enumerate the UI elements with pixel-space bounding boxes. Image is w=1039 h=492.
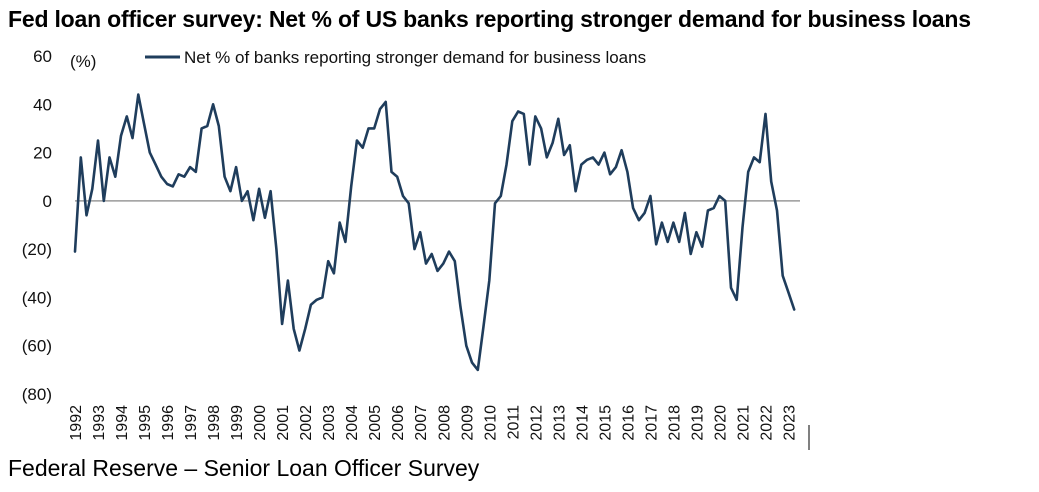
x-tick-label: 2001: [275, 405, 292, 441]
x-tick-label: 2000: [252, 405, 269, 441]
x-tick-label: 1993: [91, 405, 108, 441]
x-tick-label: 2021: [735, 405, 752, 441]
x-tick-label: 2023: [781, 405, 798, 441]
y-tick-label: 20: [33, 144, 52, 163]
chart-title: Fed loan officer survey: Net % of US ban…: [8, 6, 971, 32]
x-tick-label: 2011: [505, 405, 522, 440]
y-tick-label: 60: [33, 47, 52, 66]
y-tick-label: (40): [22, 288, 52, 307]
x-tick-label: 1999: [229, 405, 246, 441]
y-axis-ticks: 60 40 20 0 (20) (40) (60) (80): [22, 47, 52, 404]
series-layer: [73, 93, 796, 372]
legend: Net % of banks reporting stronger demand…: [145, 48, 646, 67]
x-tick-label: 2002: [298, 405, 315, 441]
y-tick-label: (20): [22, 240, 52, 259]
x-tick-label: 2018: [666, 405, 683, 441]
x-tick-label: 1995: [137, 405, 154, 441]
x-tick-label: 1994: [114, 405, 131, 441]
x-axis-ticks: 1992 1993 1994 1995 1996 1997 1998 1999 2000 2001…: [68, 405, 798, 441]
x-tick-label: 2009: [459, 405, 476, 441]
source-note: Federal Reserve – Senior Loan Officer Su…: [8, 455, 480, 481]
x-tick-label: 1992: [68, 405, 85, 441]
x-tick-label: 2005: [367, 405, 384, 441]
y-tick-label: (60): [22, 337, 52, 356]
x-tick-label: 2003: [321, 405, 338, 441]
x-tick-label: 2010: [482, 405, 499, 441]
x-tick-label: 1996: [160, 405, 177, 441]
x-tick-label: 2014: [574, 405, 591, 441]
x-tick-label: 2006: [390, 405, 407, 441]
legend-label: Net % of banks reporting stronger demand…: [184, 48, 646, 67]
x-tick-label: 2004: [344, 405, 361, 441]
x-tick-label: 2017: [643, 405, 660, 441]
y-axis-unit-label: (%): [70, 52, 96, 71]
x-tick-label: 1998: [206, 405, 223, 441]
x-tick-label: 2016: [620, 405, 637, 441]
series-line: [73, 93, 796, 372]
x-tick-label: 2008: [436, 405, 453, 441]
x-tick-label: 1997: [183, 405, 200, 441]
x-tick-label: 2013: [551, 405, 568, 441]
x-tick-label: 2015: [597, 405, 614, 441]
x-tick-label: 2012: [528, 405, 545, 441]
x-tick-label: 2022: [758, 405, 775, 441]
x-tick-label: 2019: [689, 405, 706, 441]
y-tick-label: 40: [33, 95, 52, 114]
y-tick-label: 0: [43, 192, 52, 211]
y-tick-label: (80): [22, 385, 52, 404]
x-tick-label: 2007: [413, 405, 430, 441]
x-tick-label: 2020: [712, 405, 729, 441]
